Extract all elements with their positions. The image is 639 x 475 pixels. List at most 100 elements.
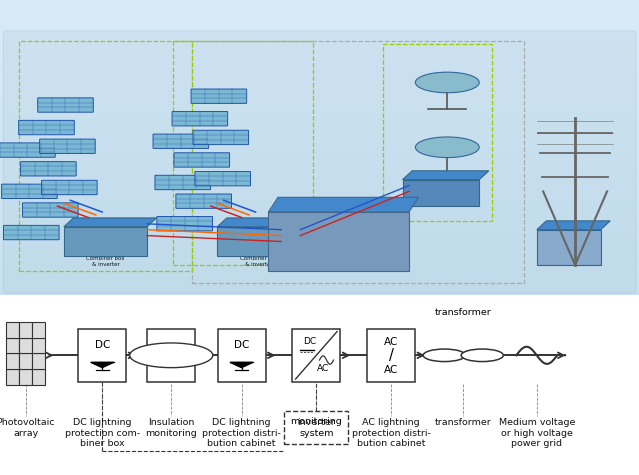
FancyBboxPatch shape [153, 134, 208, 148]
FancyBboxPatch shape [1, 184, 58, 199]
Bar [0, 171, 639, 174]
Bar [0, 241, 639, 245]
FancyBboxPatch shape [157, 217, 212, 231]
Bar [0, 180, 639, 182]
Bar [0, 168, 639, 171]
Bar [0, 0, 639, 3]
Bar [147, 329, 196, 382]
Text: inverter: inverter [297, 418, 335, 427]
Bar [19, 338, 32, 353]
Text: AC: AC [384, 364, 398, 375]
Bar [0, 238, 639, 241]
Bar [0, 194, 639, 197]
Bar [0, 147, 639, 150]
Text: Combiner box
& inverter: Combiner box & inverter [240, 256, 278, 267]
Bar [173, 41, 313, 265]
Bar [0, 65, 639, 68]
FancyBboxPatch shape [3, 225, 59, 240]
Bar [0, 153, 639, 156]
Text: AC: AC [384, 337, 398, 347]
Bar [0, 100, 639, 103]
Bar [293, 329, 340, 382]
Bar [19, 41, 192, 271]
FancyBboxPatch shape [195, 171, 250, 186]
Text: transformer: transformer [435, 418, 491, 427]
Bar [0, 76, 639, 79]
Bar [0, 285, 639, 289]
Bar [0, 106, 639, 109]
Bar [64, 227, 147, 256]
Bar [6, 369, 19, 385]
Bar [0, 236, 639, 238]
FancyBboxPatch shape [174, 153, 229, 167]
Text: DC: DC [234, 340, 249, 350]
Bar [0, 27, 639, 29]
Text: transformer: transformer [435, 308, 491, 317]
Bar [0, 203, 639, 206]
Bar [0, 245, 639, 247]
Bar [217, 329, 266, 382]
Bar [0, 20, 639, 24]
Bar [0, 150, 639, 153]
Bar [268, 212, 409, 271]
FancyBboxPatch shape [3, 31, 636, 293]
Bar [0, 271, 639, 274]
FancyBboxPatch shape [38, 98, 93, 112]
Circle shape [130, 343, 213, 368]
Bar [0, 247, 639, 250]
Bar [19, 353, 32, 369]
FancyBboxPatch shape [172, 112, 227, 126]
Bar [0, 230, 639, 233]
Bar [0, 133, 639, 135]
Polygon shape [268, 197, 419, 212]
Bar [0, 50, 639, 53]
Bar [0, 174, 639, 177]
Bar [0, 109, 639, 112]
Bar [0, 32, 639, 35]
Bar [0, 59, 639, 62]
Bar [0, 115, 639, 118]
Bar [0, 24, 639, 27]
Bar [19, 322, 32, 338]
Bar [0, 35, 639, 38]
Bar [403, 180, 479, 206]
Bar [0, 6, 639, 9]
Bar [0, 289, 639, 292]
Bar [32, 338, 45, 353]
FancyBboxPatch shape [0, 143, 56, 157]
Bar [0, 71, 639, 74]
Bar [0, 53, 639, 56]
Bar [0, 159, 639, 162]
FancyBboxPatch shape [193, 130, 249, 144]
Bar [0, 15, 639, 18]
Bar [0, 224, 639, 227]
Bar [0, 165, 639, 168]
Text: DC: DC [95, 340, 110, 350]
Text: DC: DC [304, 337, 316, 346]
Bar [0, 256, 639, 259]
Ellipse shape [415, 72, 479, 93]
Polygon shape [64, 218, 157, 227]
Bar [0, 144, 639, 147]
Bar [0, 215, 639, 218]
Circle shape [461, 349, 504, 361]
Bar [0, 118, 639, 121]
Polygon shape [403, 171, 489, 180]
Bar [0, 142, 639, 144]
Bar [0, 124, 639, 127]
Bar [0, 212, 639, 215]
Polygon shape [217, 218, 310, 227]
Bar [0, 218, 639, 221]
Bar [0, 233, 639, 236]
FancyBboxPatch shape [19, 120, 74, 135]
Bar [0, 68, 639, 71]
Bar [0, 221, 639, 224]
Bar [32, 353, 45, 369]
Bar [0, 189, 639, 191]
Bar [284, 411, 348, 444]
Text: /: / [389, 348, 394, 363]
Bar [32, 322, 45, 338]
Bar [0, 12, 639, 15]
Bar [0, 280, 639, 283]
Text: Photovoltaic
array: Photovoltaic array [0, 418, 55, 438]
